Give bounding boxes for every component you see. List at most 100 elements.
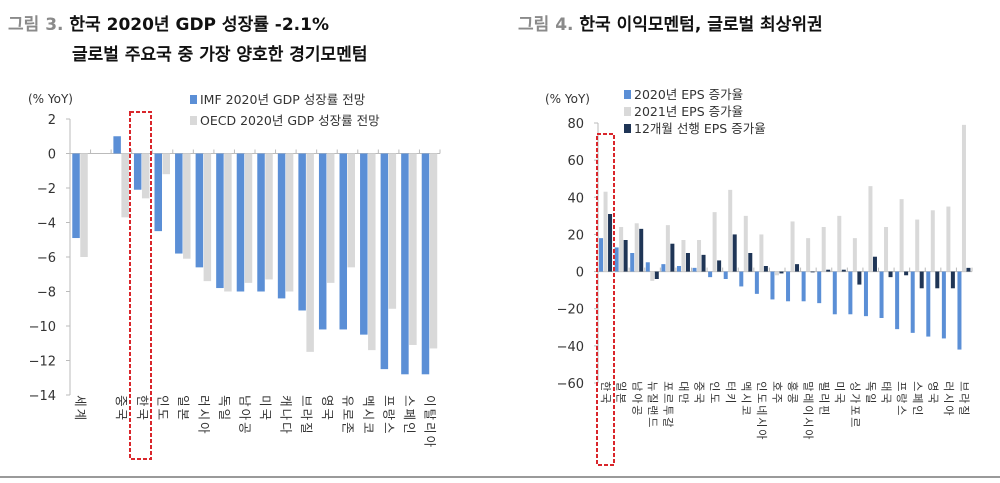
figure4-label: 그림 4. — [518, 15, 574, 35]
category-label-영국: 영 — [926, 381, 939, 391]
y-tick-label: −4 — [37, 217, 56, 232]
bar-미국-s0 — [832, 271, 837, 315]
bar-필리핀-s0 — [817, 271, 822, 304]
bar-중국-s2 — [701, 254, 706, 272]
y-tick-label: −40 — [557, 340, 584, 355]
category-label-브라질: 질 — [958, 405, 971, 415]
bar-일본-s0 — [175, 153, 183, 254]
bar-대만-s2 — [685, 253, 690, 272]
bar-스페인-s1 — [409, 153, 417, 345]
category-label-태국: 태 — [880, 381, 893, 391]
bar-프랑스-s0 — [895, 271, 900, 330]
bar-미국-s1 — [265, 153, 273, 280]
category-label-미국: 국 — [258, 409, 273, 421]
category-label-스페인: 인 — [911, 405, 924, 415]
bar-태국-s2 — [888, 271, 893, 278]
bar-브라질-s0 — [298, 153, 306, 311]
category-label-남아공: 아 — [238, 409, 253, 421]
category-label-독일: 독 — [864, 381, 877, 391]
category-label-한국: 한 — [599, 381, 612, 391]
bar-인도-s0 — [154, 153, 162, 232]
category-label-세계: 세 — [73, 395, 88, 407]
bar-러시아-s1 — [203, 153, 212, 282]
category-label-러시아: 시 — [196, 409, 211, 421]
category-label-싱가포르: 포 — [848, 405, 861, 415]
category-label-멕시코: 시 — [739, 393, 752, 403]
bar-말레이시아-s2 — [810, 271, 815, 273]
bar-캐나다-s0 — [277, 153, 286, 299]
category-label-멕시코: 멕 — [739, 381, 752, 391]
category-label-말레이시아: 시 — [802, 417, 815, 427]
legend-swatch — [624, 124, 631, 133]
category-label-남아공: 공 — [238, 422, 253, 434]
figure3-label: 그림 3. — [8, 15, 64, 35]
bar-인도-s2 — [717, 260, 722, 272]
bar-한국-s0 — [599, 238, 604, 272]
y-tick-label: 60 — [567, 154, 584, 169]
category-label-일본: 본 — [176, 409, 191, 421]
category-label-포르투갈: 르 — [661, 393, 674, 403]
category-label-홍콩: 콩 — [786, 393, 799, 403]
figure3-title: 한국 2020년 GDP 성장률 -2.1% — [69, 15, 329, 35]
category-label-포르투갈: 포 — [661, 381, 674, 391]
bar-독일-s1 — [224, 153, 232, 292]
category-label-캐나다: 다 — [279, 422, 294, 434]
category-label-필리핀: 리 — [817, 393, 830, 403]
y-axis-label: (% YoY) — [28, 92, 73, 106]
bar-인도-s1 — [712, 212, 717, 272]
bar-필리핀-s1 — [821, 227, 826, 272]
bar-스페인-s0 — [910, 271, 915, 333]
category-label-인도: 도 — [708, 393, 721, 403]
bar-영국-s0 — [318, 153, 327, 330]
bar-한국-s1 — [141, 153, 150, 199]
y-tick-label: 40 — [567, 191, 584, 206]
highlight-box-korea — [596, 133, 615, 466]
y-tick-label: −6 — [37, 251, 56, 266]
bar-스페인-s2 — [919, 271, 924, 289]
bar-독일-s0 — [863, 271, 868, 317]
category-label-미국: 미 — [258, 395, 273, 407]
category-label-유로존: 존 — [340, 422, 355, 434]
category-label-한국: 한 — [135, 395, 150, 407]
bar-한국-s2 — [608, 214, 613, 272]
bar-러시아-s2 — [950, 271, 955, 289]
bar-멕시코-s0 — [360, 153, 368, 335]
category-label-유로존: 유 — [340, 395, 355, 407]
bar-미국-s0 — [257, 153, 265, 292]
bar-인도네시아-s2 — [763, 266, 768, 272]
category-label-영국: 영 — [320, 395, 335, 407]
category-label-싱가포르: 가 — [848, 393, 861, 403]
category-label-한국: 국 — [135, 409, 150, 421]
category-label-남아공: 남 — [630, 381, 643, 391]
category-label-뉴질랜드: 질 — [646, 393, 659, 403]
legend-label: 12개월 선행 EPS 증가율 — [634, 121, 766, 136]
legend-swatch — [624, 90, 631, 99]
category-label-영국: 국 — [926, 393, 939, 403]
category-label-캐나다: 캐 — [279, 395, 294, 407]
bar-포르투갈-s2 — [670, 243, 675, 272]
bar-호주-s2 — [779, 271, 784, 274]
legend-label: 2020년 EPS 증가율 — [634, 87, 743, 102]
bar-영국-s1 — [930, 210, 935, 272]
figure3-title-line2: 글로벌 주요국 중 가장 양호한 경기모멘텀 — [72, 45, 368, 65]
bar-남아공-s0 — [236, 153, 245, 292]
bar-남아공-s1 — [634, 223, 639, 272]
bar-브라질-s1 — [961, 124, 966, 272]
category-label-미국: 미 — [833, 381, 846, 391]
bar-필리핀-s2 — [826, 269, 831, 272]
legend-swatch — [624, 107, 631, 116]
divider-line — [0, 476, 1000, 478]
figure4-title: 한국 이익모멘텀, 글로벌 최상위권 — [579, 15, 823, 35]
bar-뉴질랜드-s0 — [645, 262, 650, 272]
category-label-말레이시아: 아 — [802, 429, 815, 439]
bar-싱가포르-s2 — [857, 271, 862, 285]
bar-프랑스-s1 — [899, 199, 904, 272]
category-label-뉴질랜드: 뉴 — [646, 381, 659, 391]
category-label-영국: 국 — [320, 409, 335, 421]
bar-남아공-s0 — [630, 253, 635, 272]
bar-중국-s0 — [692, 267, 697, 272]
bar-일본-s1 — [619, 227, 624, 272]
highlight-box-korea — [129, 111, 152, 460]
bar-러시아-s1 — [946, 206, 951, 272]
y-tick-label: −20 — [557, 303, 584, 318]
